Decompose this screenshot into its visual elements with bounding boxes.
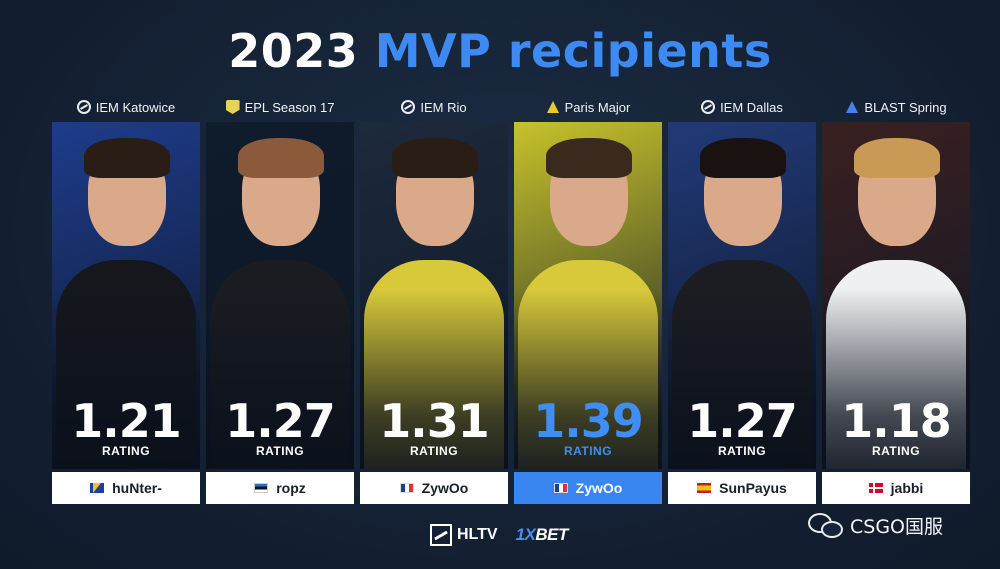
mvp-card: IEM Dallas 1.27 RATING SunPayus: [668, 96, 816, 506]
estonia-flag: [254, 483, 269, 493]
player-name: huNter-: [112, 480, 162, 496]
iem-icon: [701, 100, 716, 114]
event-label: BLAST Spring: [822, 96, 970, 118]
rating-value: 1.31: [379, 394, 490, 448]
player-photo: [514, 122, 662, 469]
blast-icon: [845, 100, 859, 114]
rating-label: RATING: [409, 444, 459, 458]
event-name: IEM Katowice: [95, 99, 176, 115]
hltv-icon: [430, 524, 452, 546]
mvp-card: BLAST Spring 1.18 RATING jabbi: [822, 96, 970, 506]
player-name-bar: ZywOo: [514, 472, 662, 504]
event-label: Paris Major: [514, 96, 662, 118]
rating-value: 1.27: [687, 394, 798, 448]
major-icon: [546, 100, 560, 114]
wechat-icon: [808, 512, 844, 539]
page-title: 2023 MVP recipients: [0, 24, 1000, 78]
player-name: ZywOo: [421, 480, 469, 496]
player-photo: [360, 122, 508, 469]
mvp-card-row: IEM Katowice 1.21 RATING huNter- EPL Sea…: [52, 96, 970, 506]
france-flag: [399, 483, 414, 493]
1xbet-logo: 1XBET: [515, 525, 569, 545]
france-flag: [553, 483, 568, 493]
epl-icon: [225, 100, 240, 114]
watermark-text: CSGO国服: [850, 516, 944, 538]
1xbet-prefix: 1X: [515, 525, 536, 544]
rating-label: RATING: [101, 444, 151, 458]
title-text: MVP recipients: [374, 24, 772, 78]
hltv-text: HLTV: [457, 526, 498, 543]
wechat-watermark: CSGO国服: [808, 512, 943, 539]
rating-label: RATING: [255, 444, 305, 458]
player-hair: [392, 138, 478, 178]
player-photo: [52, 122, 200, 469]
player-name-bar: SunPayus: [668, 472, 816, 504]
event-label: IEM Dallas: [668, 96, 816, 118]
player-hair: [854, 138, 940, 178]
player-name-bar: jabbi: [822, 472, 970, 504]
player-hair: [238, 138, 324, 178]
event-label: EPL Season 17: [206, 96, 354, 118]
player-photo: [668, 122, 816, 469]
player-hair: [700, 138, 786, 178]
rating-value: 1.27: [225, 394, 336, 448]
denmark-flag: [868, 483, 883, 493]
event-name: EPL Season 17: [244, 99, 335, 115]
player-name-bar: huNter-: [52, 472, 200, 504]
player-photo: [206, 122, 354, 469]
event-name: BLAST Spring: [864, 99, 947, 115]
player-name-bar: ropz: [206, 472, 354, 504]
rating-value: 1.21: [71, 394, 182, 448]
player-name: ropz: [276, 480, 306, 496]
player-name-bar: ZywOo: [360, 472, 508, 504]
event-name: IEM Rio: [420, 99, 467, 115]
player-hair: [84, 138, 170, 178]
rating-label: RATING: [871, 444, 921, 458]
title-year: 2023: [228, 24, 359, 78]
event-label: IEM Katowice: [52, 96, 200, 118]
spain-flag: [697, 483, 712, 493]
event-name: Paris Major: [564, 99, 631, 115]
rating-value: 1.39: [533, 394, 644, 448]
rating-label: RATING: [563, 444, 613, 458]
player-name: SunPayus: [719, 480, 787, 496]
mvp-card: Paris Major 1.39 RATING ZywOo: [514, 96, 662, 506]
mvp-card: IEM Rio 1.31 RATING ZywOo: [360, 96, 508, 506]
sponsor-footer: HLTV 1XBET: [430, 524, 568, 546]
mvp-card: IEM Katowice 1.21 RATING huNter-: [52, 96, 200, 506]
player-name: jabbi: [890, 480, 924, 496]
rating-label: RATING: [717, 444, 767, 458]
bosnia-flag: [90, 483, 105, 493]
iem-icon: [401, 100, 416, 114]
player-name: ZywOo: [575, 480, 623, 496]
hltv-logo: HLTV: [430, 524, 498, 546]
rating-value: 1.18: [841, 394, 952, 448]
player-photo: [822, 122, 970, 469]
1xbet-suffix: BET: [535, 525, 568, 544]
mvp-card: EPL Season 17 1.27 RATING ropz: [206, 96, 354, 506]
player-hair: [546, 138, 632, 178]
event-label: IEM Rio: [360, 96, 508, 118]
event-name: IEM Dallas: [720, 99, 783, 115]
iem-icon: [76, 100, 91, 114]
